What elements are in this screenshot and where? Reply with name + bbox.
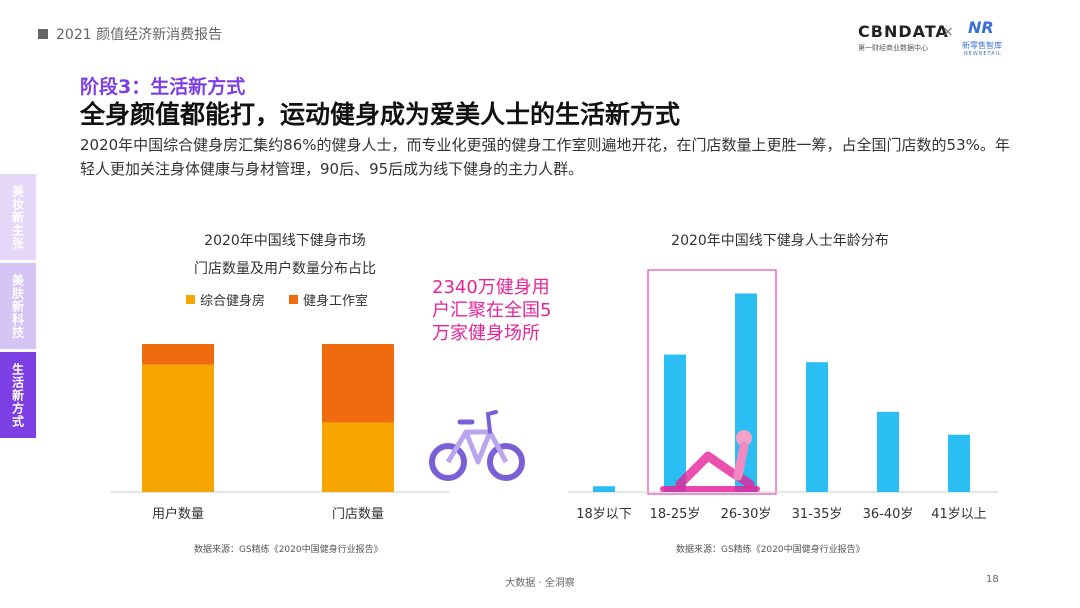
header-square-icon — [38, 29, 48, 39]
cbndata-logo: CBNDATA — [858, 22, 949, 41]
tick-label-users: 用户数量 — [152, 506, 204, 522]
side-tab-skin-tech[interactable]: 美肤新科技 — [0, 263, 36, 349]
bar-users-studio — [142, 344, 214, 365]
newretail-logo-icon: NR — [968, 18, 994, 37]
bar-stores-gym — [322, 422, 394, 492]
stage-label: 阶段3：生活新方式 — [80, 76, 246, 98]
tick-label-18-25: 18-25岁 — [650, 507, 701, 522]
chart2-title: 2020年中国线下健身人士年龄分布 — [671, 233, 889, 249]
side-tab-beauty[interactable]: 美妆新主张 — [0, 174, 36, 260]
legend-item-studio: 健身工作室 — [289, 290, 368, 309]
tick-label-under18: 18岁以下 — [576, 507, 632, 522]
legend-label-gym: 综合健身房 — [200, 294, 266, 309]
tick-label-31-35: 31-35岁 — [792, 507, 843, 522]
legend-swatch-gym — [186, 295, 195, 304]
description: 2020年中国综合健身房汇集约86%的健身人士，而专业化更强的健身工作室则遍地开… — [80, 136, 1010, 178]
bar-age-under18 — [593, 486, 615, 492]
tick-label-36-40: 36-40岁 — [863, 507, 914, 522]
report-title: 2021 颜值经济新消费报告 — [56, 27, 223, 43]
legend-label-studio: 健身工作室 — [303, 294, 369, 309]
headline: 全身颜值都能打，运动健身成为爱美人士的生活新方式 — [80, 100, 681, 129]
newretail-en: NEWRETAIL — [964, 51, 1002, 57]
bar-age-41plus — [948, 434, 970, 492]
bar-users-gym — [142, 364, 214, 492]
bar-stores-studio — [322, 344, 394, 423]
chart1-source: 数据来源：GS精练《2020中国健身行业报告》 — [194, 545, 383, 555]
side-tab-lifestyle[interactable]: 生活新方式 — [0, 352, 36, 438]
callout-text: 2340万健身用户汇聚在全国5万家健身场所 — [432, 277, 552, 344]
bar-age-36-40 — [877, 411, 899, 492]
chart1-title: 2020年中国线下健身市场 — [204, 233, 366, 249]
bicycle-icon — [429, 410, 525, 481]
legend-swatch-studio — [289, 295, 299, 304]
legend-item-gym: 综合健身房 — [186, 290, 265, 309]
chart1-subtitle: 门店数量及用户数量分布占比 — [194, 261, 376, 277]
footer-tagline: 大数据 · 全洞察 — [505, 578, 575, 589]
tick-label-stores: 门店数量 — [332, 507, 384, 522]
bar-age-31-35 — [806, 362, 828, 492]
page-number: 18 — [986, 574, 999, 585]
tick-label-41plus: 41岁以上 — [931, 507, 987, 522]
chart1-legend: 综合健身房 健身工作室 — [186, 290, 368, 309]
newretail-name: 新零售智库 — [962, 41, 1002, 50]
partner-separator: × — [942, 24, 954, 40]
yoga-figure-illustration — [660, 430, 760, 492]
chart2-source: 数据来源：GS精练《2020中国健身行业报告》 — [676, 545, 865, 555]
brand-logos: CBNDATA 第一财经商业数据中心 × NR 新零售智库 NEWRETAIL — [858, 18, 1018, 62]
highlight-box — [647, 269, 777, 495]
tick-label-26-30: 26-30岁 — [721, 507, 772, 522]
chart1-svg: 用户数量 门店数量 — [110, 344, 450, 522]
bar-age-18-25 — [664, 354, 686, 492]
report-header: 2021 颜值经济新消费报告 — [38, 24, 222, 44]
chart2-svg: 18岁以下 18-25岁 26-30岁 31-35岁 36-40岁 41岁以上 — [568, 269, 998, 522]
cbndata-subtitle: 第一财经商业数据中心 — [858, 44, 928, 52]
